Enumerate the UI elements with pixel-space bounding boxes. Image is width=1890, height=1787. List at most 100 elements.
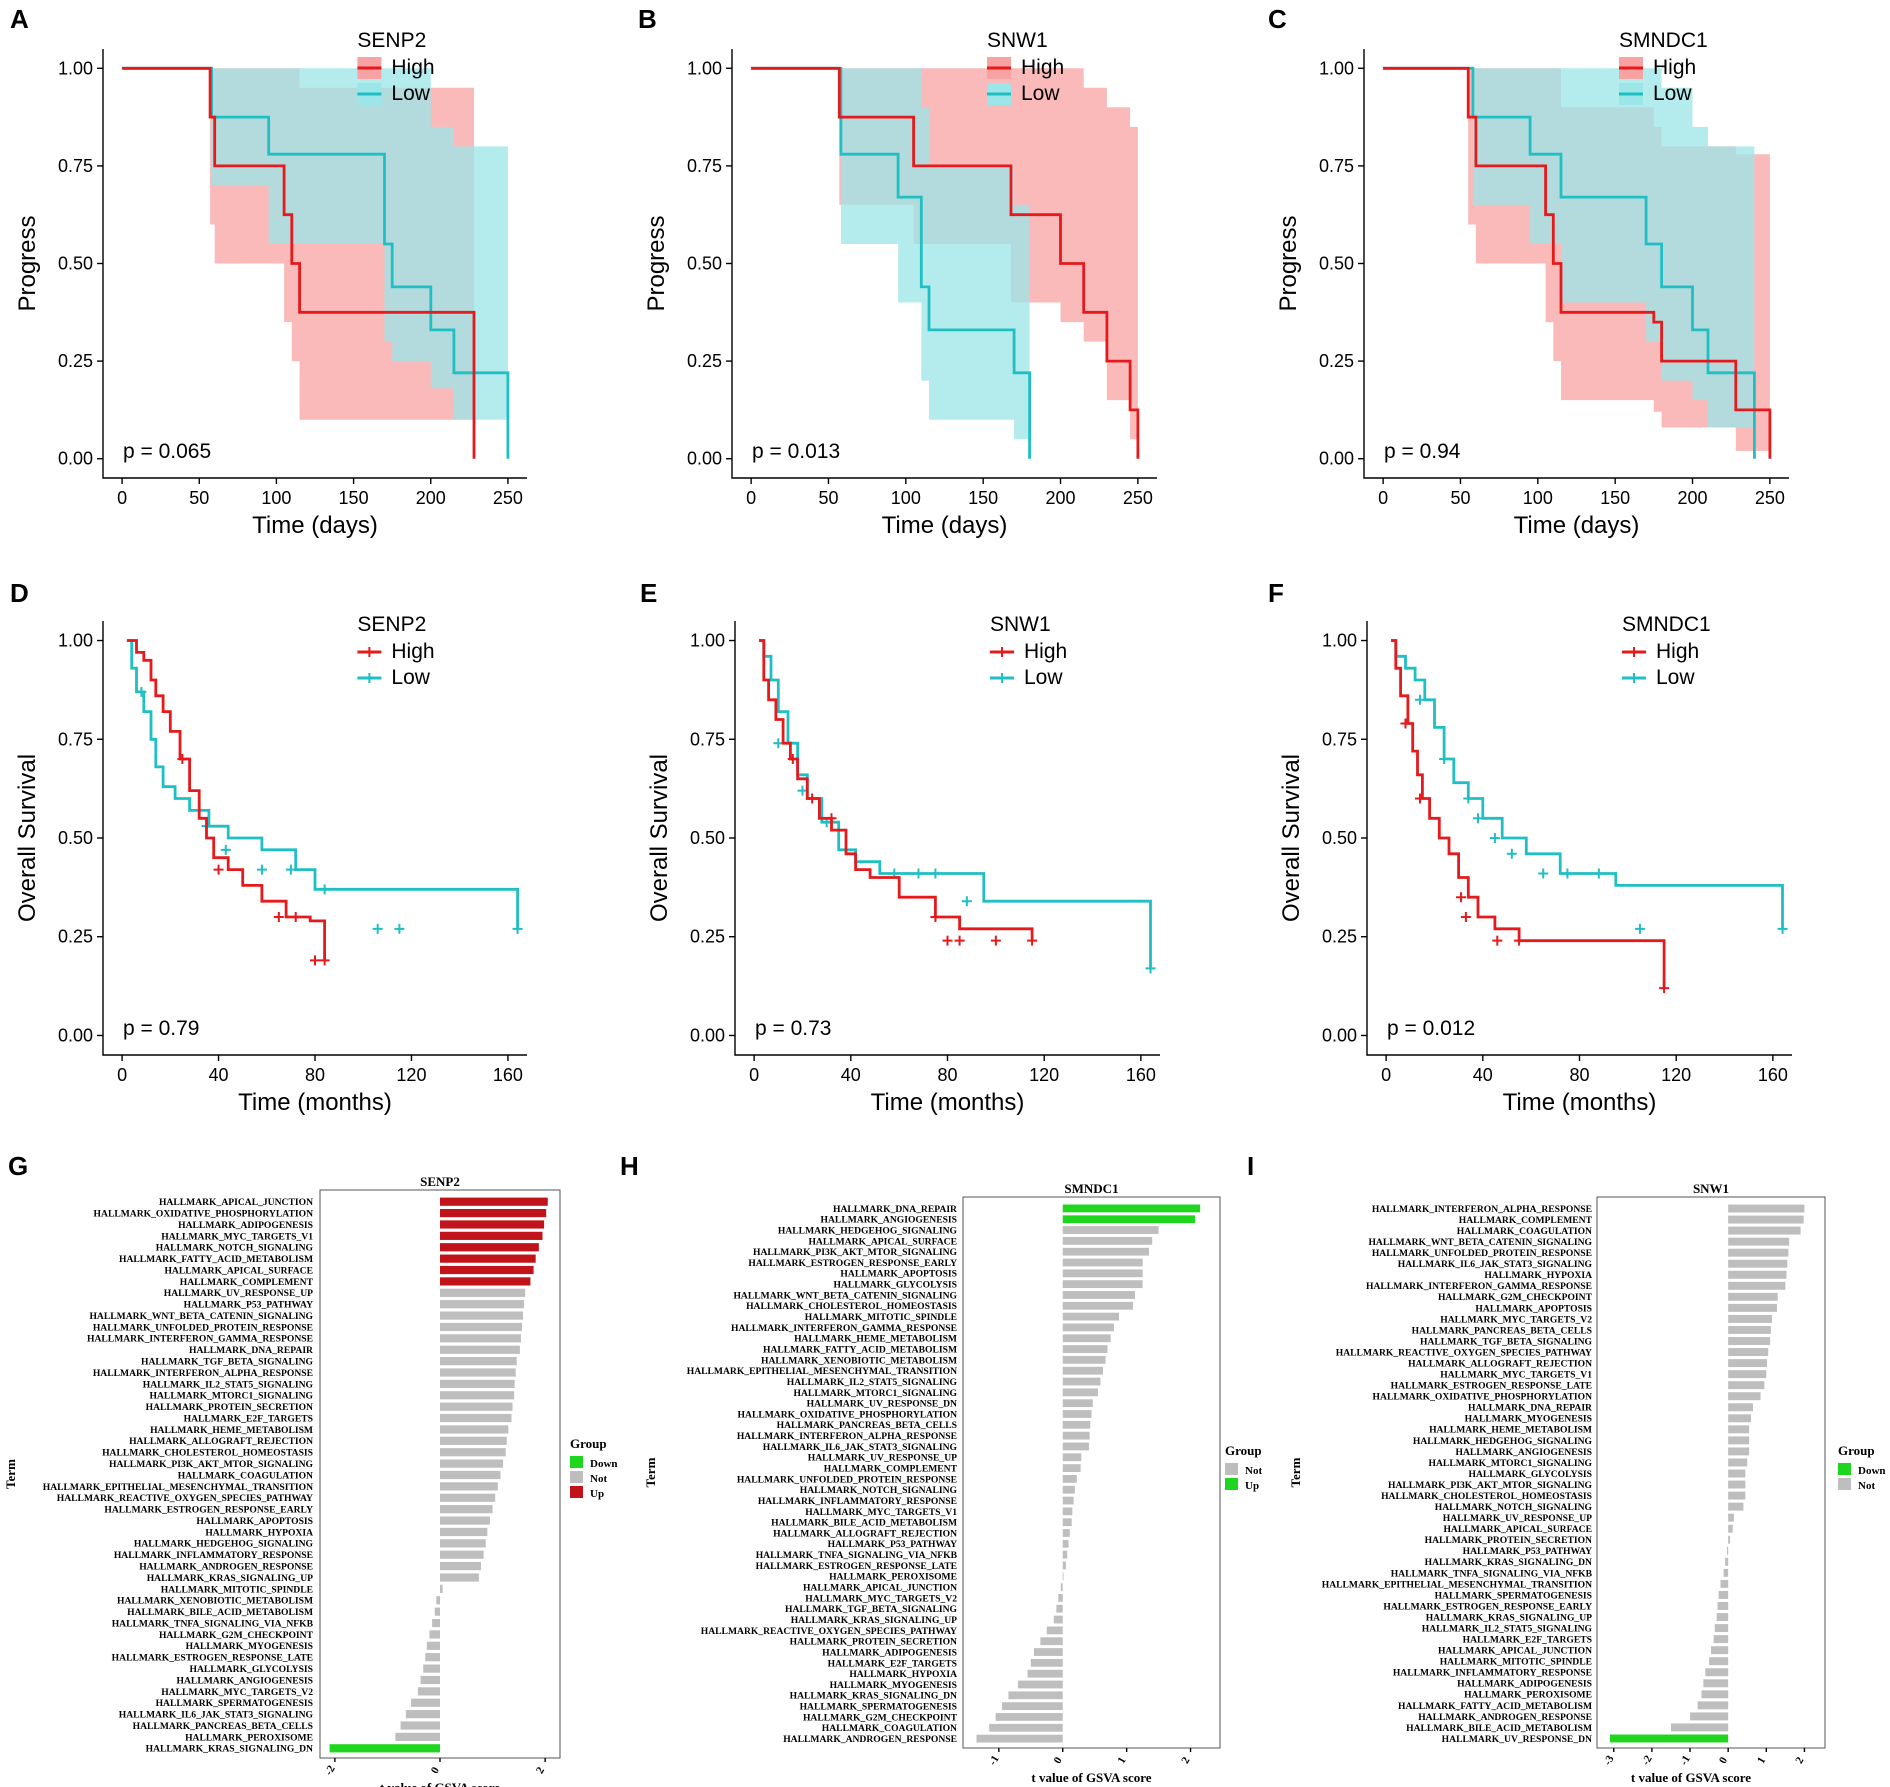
low-survival-curve [126, 639, 519, 929]
term-label: HALLMARK_E2F_TARGETS [1463, 1635, 1592, 1646]
high-censor-mark [310, 955, 320, 966]
x-tick-label: -3 [1602, 1753, 1617, 1767]
bar-hallmark-epithelial-mesenchymal-transition [1720, 1579, 1729, 1588]
x-axis-label: Time (days) [1514, 512, 1640, 539]
term-label: HALLMARK_MTORC1_SIGNALING [1429, 1458, 1593, 1469]
term-label: HALLMARK_OXIDATIVE_PHOSPHORYLATION [94, 1208, 314, 1219]
term-label: HALLMARK_CHOLESTEROL_HOMEOSTASIS [746, 1301, 957, 1312]
term-label: HALLMARK_P53_PATHWAY [184, 1300, 313, 1311]
term-label: HALLMARK_KRAS_SIGNALING_DN [1425, 1557, 1592, 1568]
y-tick-label: 1.00 [1319, 58, 1354, 78]
bar-hallmark-e2f-targets [1030, 1658, 1063, 1667]
bar-hallmark-reactive-oxygen-species-pathway [1046, 1626, 1063, 1635]
panel-letter: D [10, 578, 29, 608]
y-tick-label: 0.00 [58, 449, 93, 469]
term-label: HALLMARK_EPITHELIAL_MESENCHYMAL_TRANSITI… [43, 1482, 313, 1493]
legend-title: SMNDC1 [1619, 29, 1708, 52]
bar-hallmark-kras-signaling-up [1053, 1615, 1063, 1624]
y-axis-label: Overall Survival [1278, 754, 1305, 922]
x-tick-label: 150 [339, 488, 369, 508]
bar-hallmark-adipogenesis [1703, 1679, 1729, 1688]
bar-hallmark-unfolded-protein-response [1062, 1475, 1077, 1483]
x-tick-label: 50 [818, 488, 838, 508]
low-censor-mark [220, 844, 231, 855]
bar-hallmark-mtorc1-signaling [440, 1391, 515, 1400]
panel-letter: G [8, 1151, 28, 1181]
bar-hallmark-pancreas-beta-cells [1728, 1325, 1771, 1334]
low-censor-mark [1489, 833, 1500, 843]
bar-hallmark-mitotic-spindle [1062, 1312, 1119, 1321]
term-label: HALLMARK_IL2_STAT5_SIGNALING [143, 1379, 314, 1390]
term-label: HALLMARK_OXIDATIVE_PHOSPHORYLATION [1373, 1392, 1593, 1403]
x-tick-label: 160 [1126, 1065, 1156, 1085]
term-label: HALLMARK_KRAS_SIGNALING_DN [146, 1744, 313, 1755]
bar-hallmark-dna-repair [1728, 1403, 1753, 1412]
bar-hallmark-myogenesis [1018, 1680, 1063, 1689]
term-label: HALLMARK_MITOTIC_SPINDLE [1440, 1657, 1592, 1668]
term-label: HALLMARK_COAGULATION [1457, 1226, 1592, 1237]
term-label: HALLMARK_APOPTOSIS [1475, 1303, 1592, 1314]
low-legend-label: Low [391, 666, 430, 689]
bar-hallmark-myc-targets-v2 [417, 1687, 440, 1696]
bar-hallmark-mtorc1-signaling [1728, 1458, 1748, 1467]
low-survival-curve [759, 639, 1152, 969]
term-label: HALLMARK_P53_PATHWAY [828, 1539, 957, 1550]
bar-hallmark-bile-acid-metabolism [1670, 1723, 1729, 1732]
bar-hallmark-glycolysis [423, 1664, 440, 1673]
bar-hallmark-allograft-rejection [1728, 1359, 1768, 1368]
bar-hallmark-complement [440, 1277, 531, 1286]
bar-hallmark-xenobiotic-metabolism [1062, 1355, 1106, 1364]
term-label: HALLMARK_XENOBIOTIC_METABOLISM [761, 1355, 957, 1366]
chart-title: SMNDC1 [1064, 1181, 1118, 1196]
term-label: HALLMARK_MYC_TARGETS_V1 [161, 1231, 313, 1242]
low-legend-label: Low [1653, 82, 1692, 105]
p-value: p = 0.012 [1387, 1017, 1475, 1040]
x-tick-label: 250 [1123, 488, 1153, 508]
term-label: HALLMARK_HEME_METABOLISM [150, 1425, 313, 1436]
legend-swatch-down [1838, 1463, 1851, 1475]
term-label: HALLMARK_MITOTIC_SPINDLE [161, 1584, 313, 1595]
bar-hallmark-interferon-gamma-response [1728, 1281, 1786, 1290]
panel-letter: I [1247, 1151, 1254, 1181]
bar-hallmark-cholesterol-homeostasis [1062, 1301, 1134, 1310]
bar-hallmark-fatty-acid-metabolism [1697, 1701, 1729, 1710]
y-axis-label: Progress [643, 215, 670, 311]
bar-hallmark-spermatogenesis [411, 1698, 440, 1707]
x-axis-label: t value of GSVA score [380, 1780, 500, 1787]
bar-hallmark-notch-signaling [440, 1243, 539, 1252]
term-label: HALLMARK_PEROXISOME [185, 1732, 313, 1743]
term-label: HALLMARK_WNT_BETA_CATENIN_SIGNALING [89, 1311, 313, 1322]
term-label: HALLMARK_PROTEIN_SECRETION [1425, 1535, 1592, 1546]
high-legend-label: High [391, 56, 434, 79]
x-axis-label: Time (months) [238, 1089, 392, 1116]
term-label: HALLMARK_G2M_CHECKPOINT [159, 1630, 314, 1641]
legend-swatch-not [1838, 1478, 1851, 1490]
term-label: HALLMARK_IL6_JAK_STAT3_SIGNALING [119, 1710, 314, 1721]
x-axis-label: Time (days) [252, 512, 378, 539]
bar-hallmark-e2f-targets [1713, 1635, 1729, 1644]
bar-hallmark-coagulation [1728, 1226, 1801, 1235]
low-censor-mark [372, 923, 383, 934]
term-label: HALLMARK_UV_RESPONSE_UP [1443, 1513, 1592, 1524]
term-label: HALLMARK_REACTIVE_OXYGEN_SPECIES_PATHWAY [57, 1493, 313, 1504]
bar-hallmark-angiogenesis [1062, 1215, 1196, 1224]
y-tick-label: 0.00 [687, 449, 722, 469]
bar-hallmark-adipogenesis [1033, 1648, 1063, 1656]
term-label: HALLMARK_UV_RESPONSE_UP [164, 1288, 313, 1299]
bar-hallmark-mtorc1-signaling [1062, 1388, 1098, 1397]
term-label: HALLMARK_INFLAMMATORY_RESPONSE [1393, 1668, 1592, 1679]
high-censor-mark [213, 864, 224, 875]
term-label: HALLMARK_HYPOXIA [1484, 1270, 1592, 1281]
gsva-panel-h: H HALLMARK_DNA_REPAIRHALLMARK_ANGIOGENESI… [620, 1151, 1262, 1785]
legend-title: SNW1 [987, 29, 1048, 52]
bar-hallmark-coagulation [989, 1723, 1063, 1732]
x-tick-label: 100 [261, 488, 291, 508]
term-label: HALLMARK_ALLOGRAFT_REJECTION [1408, 1358, 1592, 1369]
bar-hallmark-unfolded-protein-response [440, 1322, 523, 1332]
x-tick-label: 0 [749, 1065, 759, 1085]
bar-hallmark-hypoxia [1728, 1270, 1787, 1279]
axis-lines [102, 621, 527, 1056]
y-tick-label: 0.00 [690, 1025, 725, 1045]
high-censor-mark [1514, 935, 1525, 946]
gsva-panel-i: IHALLMARK_INTERFERON_ALPHA_RESPONSEHALLM… [1247, 1151, 1886, 1785]
